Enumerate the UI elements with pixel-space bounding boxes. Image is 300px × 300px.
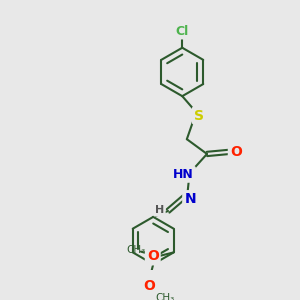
Text: N: N	[184, 192, 196, 206]
Text: O: O	[230, 145, 242, 159]
Text: H: H	[155, 205, 164, 215]
Text: Cl: Cl	[176, 25, 189, 38]
Text: CH₃: CH₃	[126, 245, 146, 255]
Text: O: O	[143, 279, 155, 293]
Text: O: O	[147, 249, 159, 263]
Text: S: S	[194, 109, 204, 122]
Text: HN: HN	[173, 168, 194, 181]
Text: CH₃: CH₃	[155, 293, 174, 300]
